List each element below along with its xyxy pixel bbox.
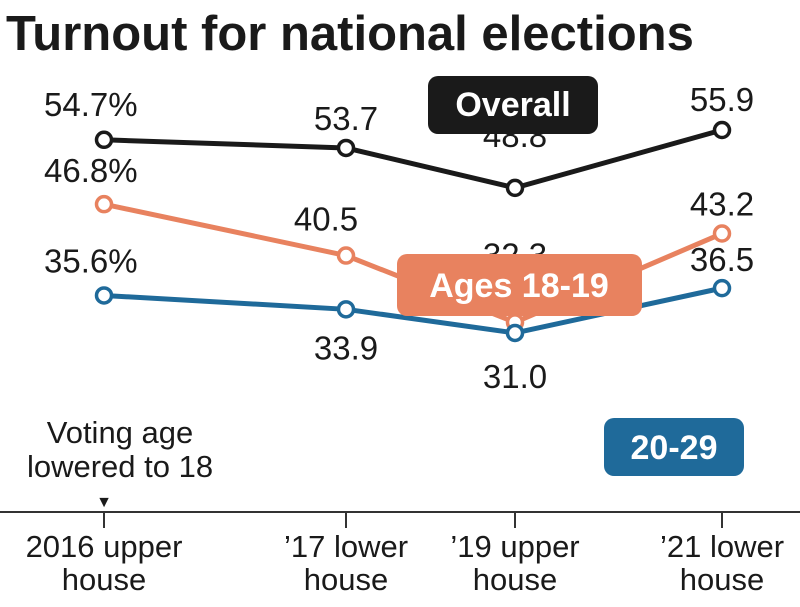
data-point-overall (94, 130, 114, 150)
x-tick-label: ’17 lower (284, 529, 408, 564)
x-tick-label: ’21 lower (660, 529, 784, 564)
data-point-ages-18-19 (712, 224, 732, 243)
x-tick-label: 2016 upper (26, 529, 183, 564)
data-label-20-29: 35.6% (44, 242, 138, 279)
data-point-ages-18-19 (336, 246, 356, 265)
x-tick-label: ’19 upper (450, 529, 579, 564)
legend-label-overall: Overall (455, 86, 570, 124)
data-point-20-29 (94, 286, 114, 305)
data-label-20-29: 33.9 (314, 329, 378, 366)
x-tick-label: house (304, 562, 388, 597)
data-point-overall (712, 120, 732, 140)
legend-label-ages-18-19: Ages 18-19 (429, 267, 609, 305)
data-label-20-29: 36.5 (690, 241, 754, 278)
series-line-overall (101, 127, 725, 191)
data-label-20-29: 31.0 (483, 358, 547, 395)
x-tick-label: house (680, 562, 764, 597)
data-point-overall (505, 178, 525, 198)
data-point-20-29 (505, 323, 525, 343)
data-point-overall (336, 138, 356, 158)
data-point-ages-18-19 (94, 194, 114, 214)
data-point-20-29 (336, 300, 356, 319)
legend-badge-20-29 (604, 418, 744, 476)
data-label-overall: 55.9 (690, 81, 754, 118)
annotation-marker-icon: ▼ (96, 494, 112, 511)
data-point-20-29 (712, 278, 732, 298)
chart-title: Turnout for national elections (6, 7, 694, 61)
data-label-overall: 54.7% (44, 86, 138, 123)
data-label-ages-18-19: 40.5 (294, 201, 358, 238)
annotation-text: lowered to 18 (27, 449, 213, 484)
x-tick-label: house (62, 562, 146, 597)
data-label-ages-18-19: 43.2 (690, 186, 754, 223)
legend-badge-overall (428, 76, 598, 134)
x-tick-label: house (473, 562, 557, 597)
data-label-overall: 53.7 (314, 100, 378, 137)
data-label-ages-18-19: 46.8% (44, 152, 138, 189)
legend-badge-ages-18-19 (397, 254, 642, 316)
annotation-text: Voting age (47, 415, 194, 450)
legend-label-20-29: 20-29 (631, 429, 718, 467)
